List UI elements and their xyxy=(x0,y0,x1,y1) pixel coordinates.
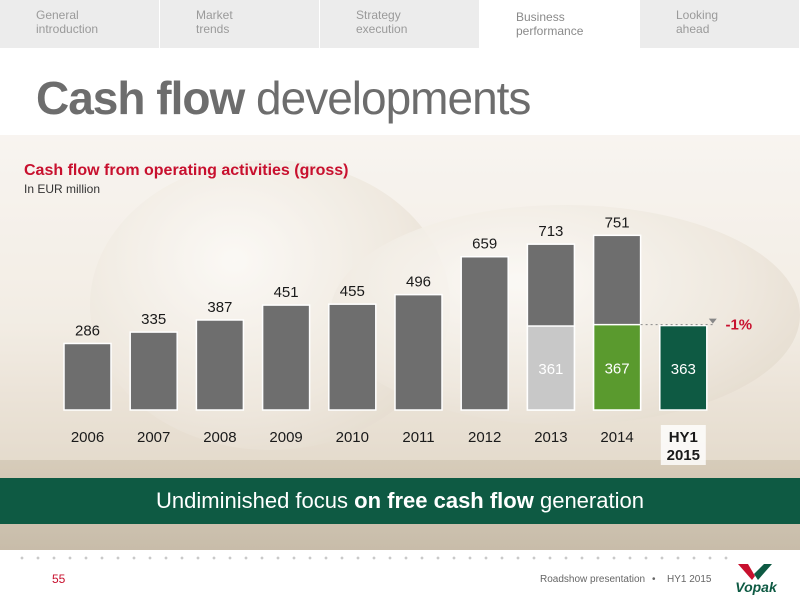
page-title-bold: Cash flow xyxy=(36,72,245,124)
category-highlight-hy1-2015 xyxy=(660,425,706,465)
bar-2007 xyxy=(129,331,178,411)
category-label-2011: 2011 xyxy=(402,429,434,446)
category-label-2014: 2014 xyxy=(600,429,633,446)
tab-label-line1: Market xyxy=(196,8,233,22)
half-year-bar-2014 xyxy=(592,323,642,411)
tab-market-trends[interactable]: Market trends xyxy=(160,0,320,48)
comparison-arrow-icon xyxy=(708,318,717,324)
category-label-2007: 2007 xyxy=(137,429,170,446)
bar-value-label-2008: 387 xyxy=(207,299,232,316)
dotted-divider xyxy=(14,556,734,560)
bar-value-label-2006: 286 xyxy=(75,322,100,339)
footer: 55 Roadshow presentation • HY1 2015 Vopa… xyxy=(0,562,800,600)
bar-2012 xyxy=(460,255,509,411)
footer-period: HY1 2015 xyxy=(667,574,712,585)
tab-looking-ahead[interactable]: Looking ahead xyxy=(640,0,800,48)
bar-value-label-2013: 713 xyxy=(538,223,563,240)
bar-value-label-2009: 451 xyxy=(274,284,299,301)
vopak-logo-text: Vopak xyxy=(735,579,777,595)
half-year-bar-hy1-2015 xyxy=(659,324,708,411)
footer-separator: • xyxy=(652,574,656,585)
bar-value-label-2010: 455 xyxy=(340,283,365,300)
footer-presentation-name: Roadshow presentation xyxy=(540,574,646,585)
tab-label-line2: performance xyxy=(516,24,584,38)
page-title: Cash flow developments xyxy=(36,70,531,126)
tab-label-line2: introduction xyxy=(36,22,99,36)
key-message-banner: Undiminished focus on free cash flow gen… xyxy=(0,478,800,524)
chart-title: Cash flow from operating activities (gro… xyxy=(24,162,349,179)
category-label-line: HY1 xyxy=(669,429,698,446)
tab-business-performance[interactable]: Business performance xyxy=(480,0,640,48)
half-year-value-label-hy1-2015: 363 xyxy=(671,361,696,378)
tab-label-line1: General xyxy=(36,8,79,22)
tab-label-line1: Looking xyxy=(676,8,719,22)
tab-label-line2: trends xyxy=(196,22,230,36)
category-label-2009: 2009 xyxy=(269,429,302,446)
category-label-2006: 2006 xyxy=(71,429,104,446)
half-year-value-label-2014: 367 xyxy=(605,360,630,377)
chart-subtitle: In EUR million xyxy=(24,182,101,196)
banner-text-post: generation xyxy=(533,488,644,513)
bar-2008 xyxy=(195,319,245,411)
half-year-bar-2013 xyxy=(526,325,576,411)
tab-label-line2: ahead xyxy=(676,22,710,36)
banner-text-bold: on free cash flow xyxy=(354,488,534,513)
change-annotation-label: -1% xyxy=(725,317,752,334)
category-label-2013: 2013 xyxy=(534,429,567,446)
tab-general-introduction[interactable]: General introduction xyxy=(0,0,160,48)
tab-label-line1: Strategy xyxy=(356,8,401,22)
bar-2010 xyxy=(328,303,377,411)
bar-value-label-2014: 751 xyxy=(605,214,630,231)
bar-value-label-2012: 659 xyxy=(472,236,497,253)
tab-strategy-execution[interactable]: Strategy execution xyxy=(320,0,480,48)
section-nav: General introduction Market trends Strat… xyxy=(0,0,800,48)
vopak-logo: Vopak xyxy=(720,562,792,598)
vopak-logo-icon xyxy=(738,564,772,580)
category-label-2008: 2008 xyxy=(203,429,236,446)
bar-2006 xyxy=(63,342,112,411)
tab-label-line1: Business xyxy=(516,10,565,24)
tab-label-line2: execution xyxy=(356,22,408,36)
page-number: 55 xyxy=(52,572,66,586)
category-label-2010: 2010 xyxy=(336,429,369,446)
page-title-rest: developments xyxy=(244,72,531,124)
category-label-line: 2015 xyxy=(667,447,700,464)
bar-value-label-2011: 496 xyxy=(406,274,431,291)
bar-value-label-2007: 335 xyxy=(141,311,166,328)
cash-flow-bar-chart: 286 2006 335 2007 387 2008 451 2009 455 2010 496 20… xyxy=(63,214,752,465)
banner-text-pre: Undiminished focus xyxy=(156,488,355,513)
bar-2009 xyxy=(261,304,311,411)
half-year-value-label-2013: 361 xyxy=(538,361,563,378)
bar-2011 xyxy=(394,293,443,411)
category-label-hy1-2015: HY1 2015 xyxy=(667,429,700,464)
category-label-2012: 2012 xyxy=(468,429,501,446)
